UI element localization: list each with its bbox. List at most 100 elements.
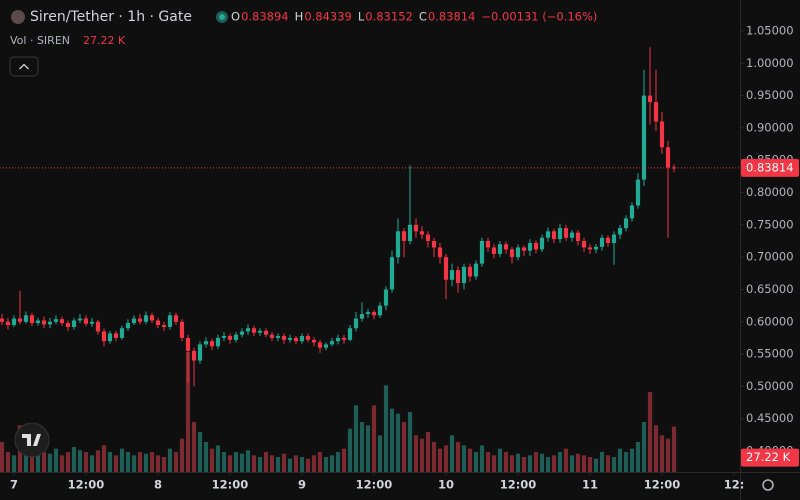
chevron-icon [19,63,29,70]
y-tick-label: 0.55000 [746,347,794,361]
volume-bar [659,435,665,472]
candle-body [365,312,371,315]
volume-bar [383,385,389,472]
volume-bar [329,455,335,472]
volume-bar [545,457,551,472]
candle-body [65,323,71,327]
volume-bar [209,448,215,472]
volume-bar [251,455,257,472]
volume-bar [239,453,245,472]
candle-body [323,344,329,348]
ohlc-value: 0.83152 [365,10,413,24]
volume-bar [263,452,269,472]
candle-body [275,335,281,338]
candle-body [17,318,23,322]
ohlc-key: O [231,10,240,24]
volume-bar [539,453,545,472]
candle-body [83,318,89,324]
candle-body [239,331,245,335]
volume-bar [401,422,407,472]
volume-bar [5,452,11,472]
candle-body [155,320,161,326]
candle-body [329,341,335,345]
candle-body [131,318,137,324]
volume-bar [671,426,677,472]
candle-body [347,328,353,340]
volume-bar [113,455,119,472]
y-tick-label: 0.50000 [746,379,794,393]
candle-body [425,234,431,242]
collapse-legend-button[interactable] [9,56,39,77]
candle-body [29,315,35,324]
volume-bar [161,457,167,472]
candle-body [509,249,515,258]
volume-bar [407,412,413,472]
volume-bar [0,442,5,472]
volume-bar [101,445,107,472]
candle-body [593,246,599,250]
volume-bar [515,453,521,472]
volume-bar [47,453,53,472]
candle-body [527,242,533,251]
ohlc-key: L [358,10,365,24]
candle-body [119,328,125,338]
volume-bar [563,448,569,472]
volume-bar [467,448,473,472]
candle-body [419,231,425,235]
candle-body [143,315,149,322]
volume-bar [155,455,161,472]
ohlc-key: H [295,10,304,24]
volume-bar [653,425,659,472]
candle-body [443,257,449,280]
volume-bar [617,448,623,472]
candle-body [533,242,539,250]
volume-value: 27.22 K [83,34,126,47]
candle-body [95,321,101,332]
plot-area: 0.400000.450000.500000.550000.600000.650… [0,24,799,492]
candle-body [545,231,551,238]
candle-body [341,337,347,340]
candle-body [173,315,179,322]
candle-body [287,337,293,340]
candle-body [629,205,635,219]
candle-body [485,241,491,248]
settings-icon[interactable] [762,479,774,491]
candle-body [179,321,185,338]
tradingview-logo[interactable] [14,422,50,458]
candle-body [467,266,473,277]
candle-body [635,179,641,206]
volume-label-bg [741,448,799,467]
candle-body [383,289,389,306]
candle-body [227,335,233,340]
y-tick-label: 0.65000 [746,282,794,296]
candle-body [53,319,59,322]
candle-body [437,247,443,258]
volume-bar [461,445,467,472]
candle-body [71,320,77,327]
volume-bar [503,452,509,472]
volume-bar [269,455,275,472]
x-tick-label: 12: [724,478,745,492]
candle-body [161,325,167,327]
volume-bar [119,448,125,472]
volume-bar [509,455,515,472]
volume-bar [23,448,29,472]
volume-bar [425,432,431,472]
volume-bar [335,452,341,472]
volume-bar [605,455,611,472]
volume-bar [497,448,503,472]
candle-body [221,335,227,338]
volume-bar [635,442,641,472]
candle-body [659,121,665,148]
volume-bar [281,453,287,472]
candle-body [197,344,203,361]
candle-body [521,247,527,251]
candle-body [305,335,311,340]
volume-bar [569,455,575,472]
volume-bar [611,457,617,472]
volume-bar [365,425,371,472]
volume-bar [305,458,311,472]
volume-bar [527,455,533,472]
y-tick-label: 0.70000 [746,250,794,264]
candle-body [125,323,131,329]
